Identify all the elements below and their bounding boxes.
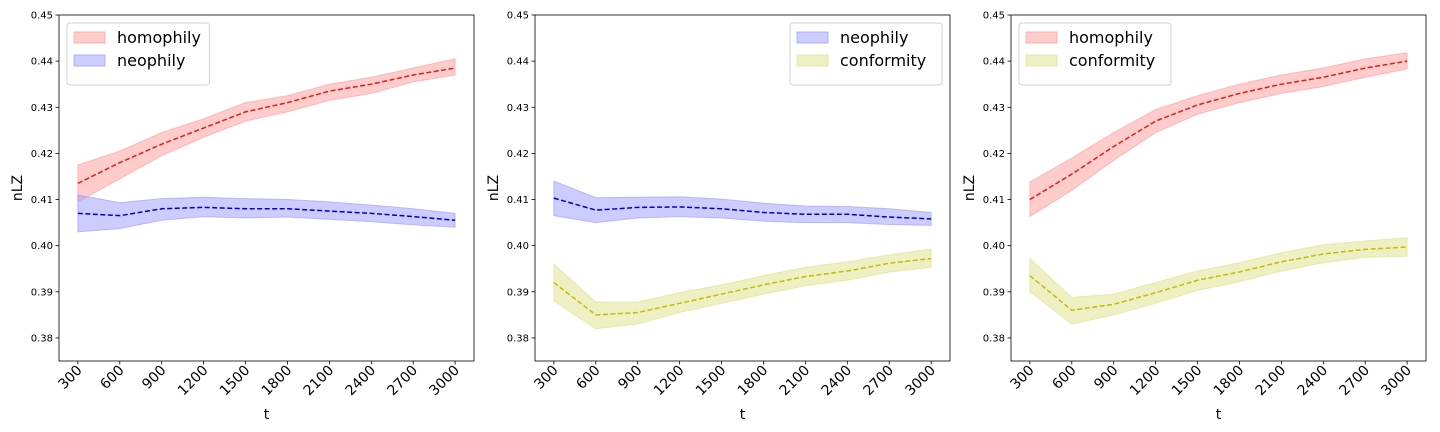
chart-2-xtick-label: 1800 bbox=[735, 363, 772, 400]
chart-3-ytick-label: 0.44 bbox=[983, 57, 1005, 68]
chart-2-legend-swatch-neophily bbox=[796, 31, 829, 44]
chart-1-xtick-label: 900 bbox=[139, 363, 169, 393]
chart-2-ytick-label: 0.43 bbox=[507, 103, 529, 114]
chart-1-band-homophily bbox=[77, 58, 456, 203]
chart-2-ytick-label: 0.41 bbox=[507, 195, 529, 206]
chart-2-xtick-label: 3000 bbox=[902, 363, 939, 400]
chart-2-ytick-label: 0.39 bbox=[507, 287, 529, 298]
chart-1-ytick-label: 0.42 bbox=[31, 149, 53, 160]
chart-1: 0.38 0.39 0.40 0.41 0.42 0.43 0.44 0.45 300 600 90… bbox=[10, 11, 475, 423]
chart-1-xlabel: t bbox=[264, 407, 270, 423]
chart-1-ylabel: nLZ bbox=[10, 175, 26, 201]
chart-3-ytick-label: 0.43 bbox=[983, 103, 1005, 114]
chart-1-xtick-label: 1500 bbox=[217, 363, 254, 400]
chart-2-plot-frame bbox=[534, 14, 951, 362]
chart-3-band-homophily bbox=[1029, 52, 1408, 218]
chart-2-xtick-label: 600 bbox=[573, 363, 603, 393]
chart-2-xtick-label: 2100 bbox=[777, 363, 814, 400]
chart-3-xtick-label: 300 bbox=[1007, 363, 1037, 393]
chart-3-ytick-label: 0.42 bbox=[983, 149, 1005, 160]
chart-2-line-conformity bbox=[553, 257, 932, 316]
chart-3-ylabel: nLZ bbox=[962, 175, 978, 201]
chart-1-ytick-label: 0.41 bbox=[31, 195, 53, 206]
chart-1-plot-frame bbox=[58, 14, 475, 362]
chart-1-line-neophily bbox=[77, 206, 456, 222]
chart-3-xtick-label: 2100 bbox=[1253, 363, 1290, 400]
chart-2-xtick-label: 300 bbox=[531, 363, 561, 393]
chart-1-band-neophily bbox=[77, 194, 456, 233]
chart-2-xtick-label: 900 bbox=[615, 363, 645, 393]
chart-1-line-homophily bbox=[77, 67, 456, 185]
chart-2-ytick-label: 0.38 bbox=[507, 333, 529, 344]
chart-1-ytick-label: 0.39 bbox=[31, 287, 53, 298]
chart-3-ytick-label: 0.45 bbox=[983, 11, 1005, 22]
chart-1-xtick-label: 300 bbox=[55, 363, 85, 393]
chart-1-xtick-label: 600 bbox=[97, 363, 127, 393]
chart-1-ytick-label: 0.45 bbox=[31, 11, 53, 22]
chart-2-ytick-label: 0.40 bbox=[507, 241, 529, 252]
chart-3-xtick-label: 2700 bbox=[1337, 363, 1374, 400]
chart-3-xtick-label: 600 bbox=[1049, 363, 1079, 393]
chart-3-legend-swatch-homophily bbox=[1025, 31, 1058, 44]
chart-1-xtick-label: 3000 bbox=[426, 363, 463, 400]
chart-2-ytick-label: 0.44 bbox=[507, 57, 529, 68]
chart-1-legend: homophily neophily bbox=[66, 22, 210, 86]
chart-3-ytick-label: 0.39 bbox=[983, 287, 1005, 298]
chart-2-legend-swatch-conformity bbox=[796, 54, 829, 67]
chart-2-xtick-label: 2400 bbox=[819, 363, 856, 400]
chart-3-xtick-label: 1200 bbox=[1127, 363, 1164, 400]
chart-3-line-homophily bbox=[1029, 60, 1408, 201]
chart-2-xtick-label: 1500 bbox=[693, 363, 730, 400]
chart-3-legend-label-conformity: conformity bbox=[1069, 51, 1155, 70]
chart-2-ytick-label: 0.42 bbox=[507, 149, 529, 160]
chart-3-xlabel: t bbox=[1216, 407, 1222, 423]
chart-2-band-neophily bbox=[553, 180, 932, 226]
chart-2: 0.38 0.39 0.40 0.41 0.42 0.43 0.44 0.45 300 600 90… bbox=[486, 11, 951, 423]
chart-1-legend-label-homophily: homophily bbox=[117, 28, 201, 47]
chart-2-band-conformity bbox=[553, 248, 932, 330]
chart-3-legend-swatch-conformity bbox=[1025, 54, 1058, 67]
chart-3-ytick-label: 0.41 bbox=[983, 195, 1005, 206]
chart-3-xtick-label: 900 bbox=[1091, 363, 1121, 393]
chart-2-xlabel: t bbox=[740, 407, 746, 423]
chart-2-line-neophily bbox=[553, 197, 932, 220]
chart-2-xtick-label: 1200 bbox=[651, 363, 688, 400]
chart-1-ytick-label: 0.38 bbox=[31, 333, 53, 344]
chart-3-xtick-label: 2400 bbox=[1295, 363, 1332, 400]
chart-1-xtick-label: 1800 bbox=[259, 363, 296, 400]
chart-3-line-conformity bbox=[1029, 246, 1408, 312]
chart-2-ytick-label: 0.45 bbox=[507, 11, 529, 22]
chart-3-xtick-label: 3000 bbox=[1378, 363, 1415, 400]
chart-3-legend-label-homophily: homophily bbox=[1069, 28, 1153, 47]
chart-1-legend-swatch-neophily bbox=[73, 54, 106, 67]
chart-1-ytick-label: 0.44 bbox=[31, 57, 53, 68]
chart-3-xtick-label: 1800 bbox=[1211, 363, 1248, 400]
chart-1-xtick-label: 2700 bbox=[385, 363, 422, 400]
chart-1-xtick-label: 2400 bbox=[343, 363, 380, 400]
chart-2-xtick-label: 2700 bbox=[861, 363, 898, 400]
chart-3-xtick-label: 1500 bbox=[1169, 363, 1206, 400]
chart-3-ytick-label: 0.38 bbox=[983, 333, 1005, 344]
chart-3-plot-frame bbox=[1010, 14, 1427, 362]
chart-3-band-conformity bbox=[1029, 237, 1408, 325]
chart-1-legend-swatch-homophily bbox=[73, 31, 106, 44]
chart-2-legend: neophily conformity bbox=[789, 22, 943, 86]
chart-2-ylabel: nLZ bbox=[486, 175, 502, 201]
chart-1-ytick-label: 0.40 bbox=[31, 241, 53, 252]
chart-2-legend-label-neophily: neophily bbox=[840, 28, 908, 47]
chart-2-legend-label-conformity: conformity bbox=[840, 51, 926, 70]
chart-1-xtick-label: 2100 bbox=[301, 363, 338, 400]
chart-1-xtick-label: 1200 bbox=[175, 363, 212, 400]
chart-3-ytick-label: 0.40 bbox=[983, 241, 1005, 252]
chart-3: 0.38 0.39 0.40 0.41 0.42 0.43 0.44 0.45 300 600 90… bbox=[962, 11, 1427, 423]
chart-1-legend-label-neophily: neophily bbox=[117, 51, 185, 70]
chart-3-legend: homophily conformity bbox=[1018, 22, 1172, 86]
chart-1-ytick-label: 0.43 bbox=[31, 103, 53, 114]
